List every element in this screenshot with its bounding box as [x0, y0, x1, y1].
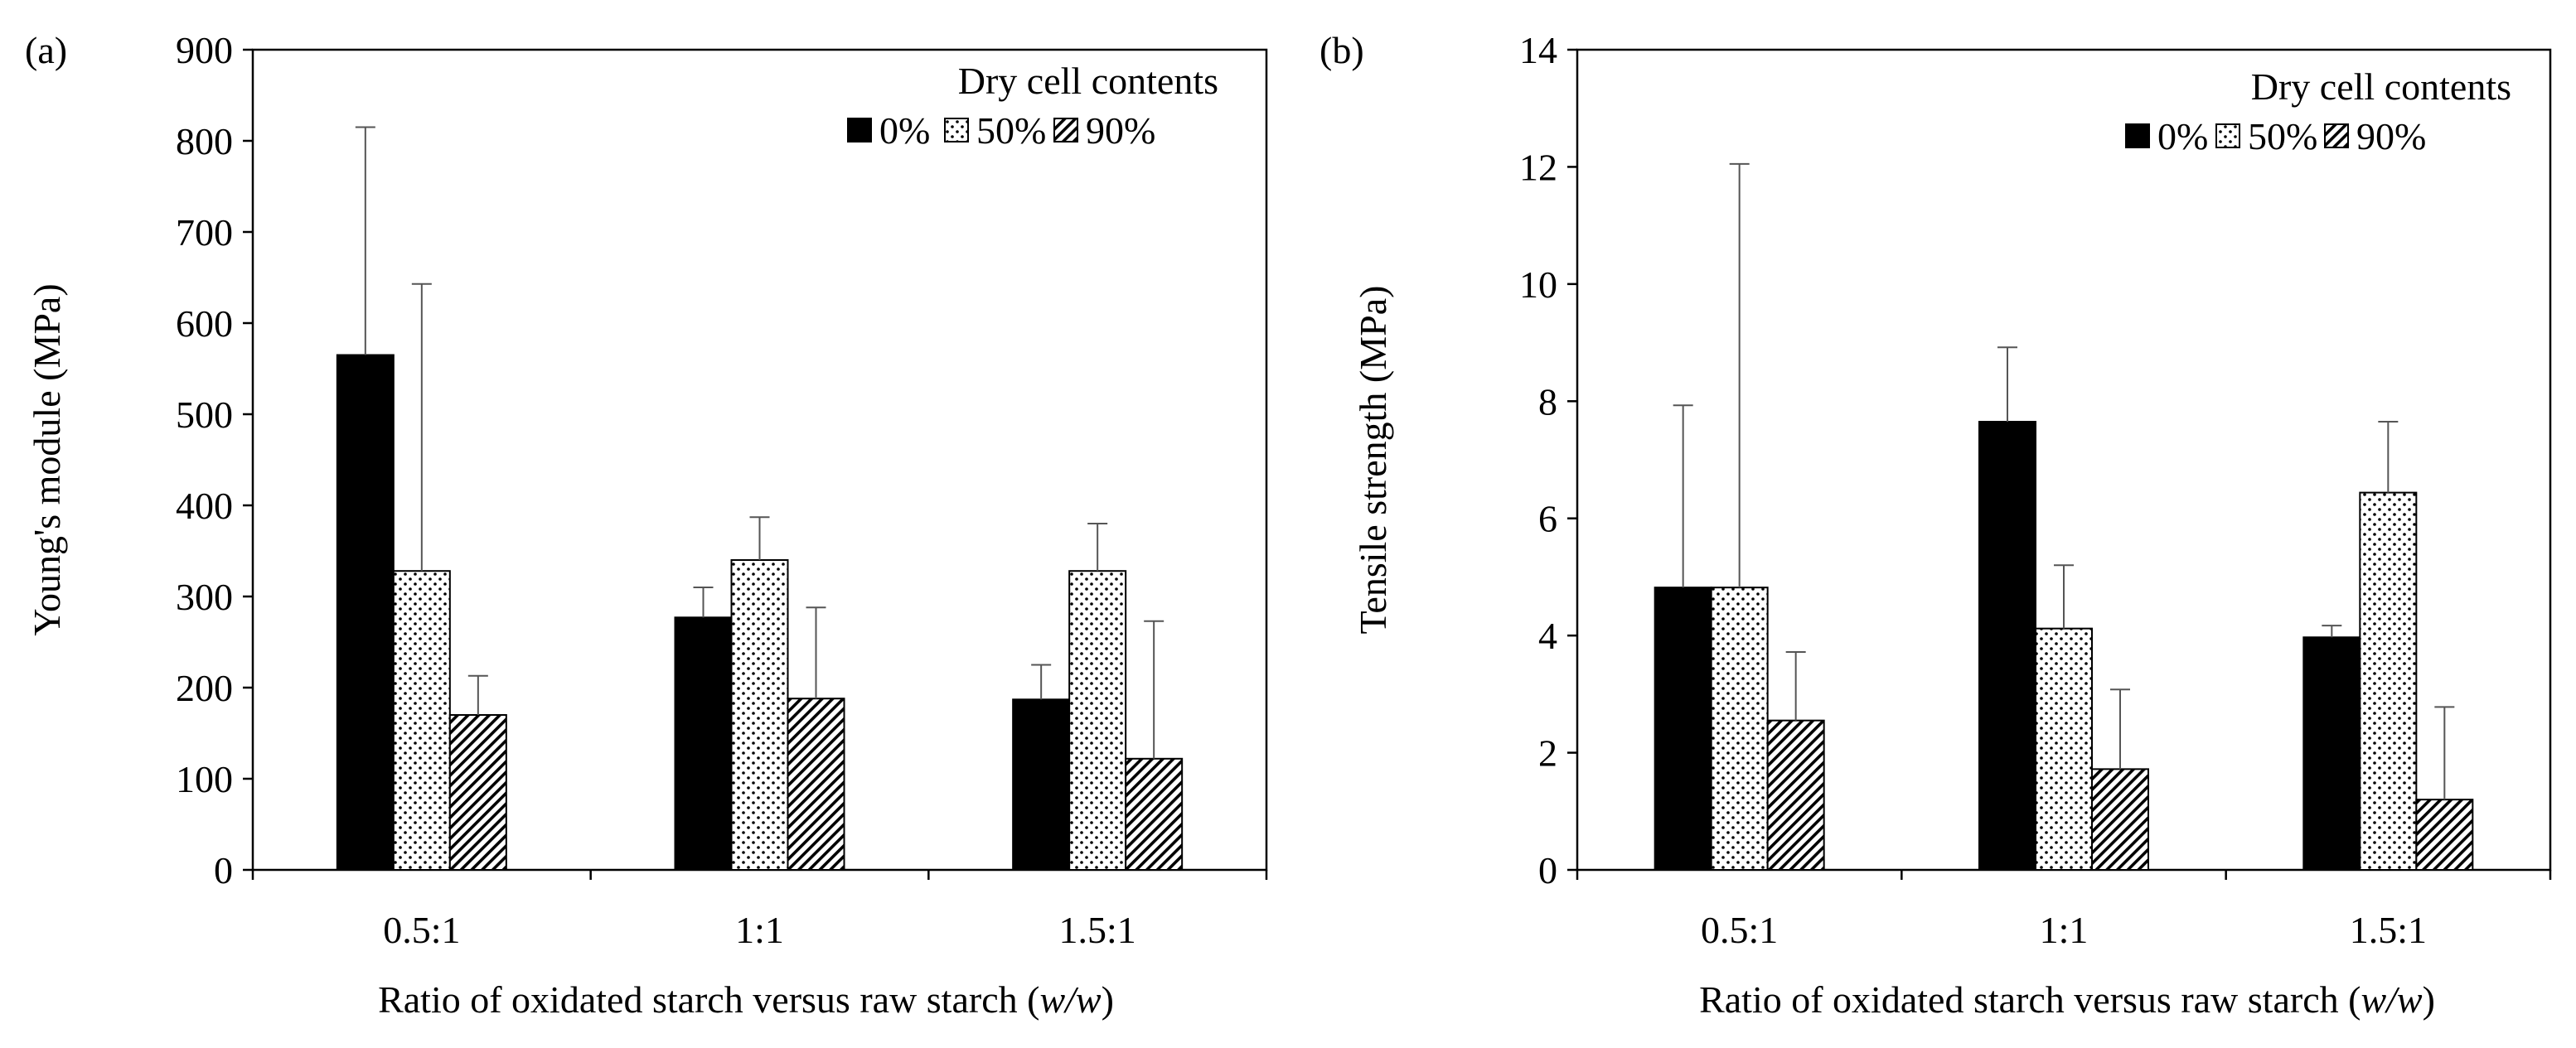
y-tick-label: 10 [1519, 263, 1557, 306]
bar-0pct-1.5-1 [2302, 636, 2361, 871]
x-axis-label-part: ) [1102, 978, 1114, 1021]
legend-swatch [847, 118, 872, 142]
y-tick-label: 300 [176, 576, 233, 618]
bar-90pct-1-1 [2091, 768, 2149, 871]
bar-0pct-0.5-1 [1654, 587, 1712, 872]
bar-0pct-1.5-1 [1012, 698, 1071, 871]
legend-swatch [1053, 118, 1078, 142]
bar-0pct-1-1 [1978, 421, 2036, 871]
y-tick-label: 800 [176, 120, 233, 162]
bar-50pct-0.5-1 [1710, 587, 1769, 872]
x-tick-label: 1:1 [735, 909, 784, 951]
x-axis-label-part: ) [2423, 978, 2435, 1021]
bar-90pct-1-1 [787, 698, 845, 872]
panel-label: (b) [1319, 29, 1364, 71]
legend-title: Dry cell contents [2251, 65, 2511, 108]
panel-b: (b) 0 2 4 6 8 10 12 14 0.5:1 1:1 1.5:1 Tensile stren… [1319, 29, 2552, 1021]
bar-50pct-1.5-1 [2359, 491, 2418, 871]
x-axis-label-part: w/w [1039, 978, 1101, 1021]
legend-swatch [2324, 123, 2349, 148]
bar-50pct-1-1 [2035, 627, 2093, 872]
bar-90pct-1.5-1 [2415, 799, 2474, 872]
y-tick-label: 8 [1538, 380, 1557, 423]
x-tick-label: 1.5:1 [2350, 909, 2427, 951]
legend-label: 50% [976, 109, 1046, 152]
legend-swatch [2215, 123, 2240, 148]
legend: Dry cell contents 0% 50% 90% [847, 60, 1218, 152]
y-tick-label: 14 [1519, 29, 1557, 71]
y-tick-label: 0 [214, 849, 233, 891]
x-tick-label: 1:1 [2040, 909, 2089, 951]
y-tick-label: 600 [176, 302, 233, 345]
y-tick-label: 0 [1538, 849, 1557, 891]
x-axis-label: Ratio of oxidated starch versus raw star… [1699, 978, 2435, 1021]
y-tick-label: 6 [1538, 498, 1557, 540]
x-axis-label-part: w/w [2361, 978, 2422, 1021]
bar-90pct-0.5-1 [1766, 719, 1825, 872]
x-tick-label: 1.5:1 [1059, 909, 1136, 951]
y-axis-label: Young's module (MPa) [26, 283, 68, 635]
x-axis-label-part: Ratio of oxidated starch versus raw star… [378, 978, 1039, 1021]
x-tick-label: 0.5:1 [1701, 909, 1778, 951]
legend-label: 0% [879, 109, 930, 152]
y-tick-label: 200 [176, 667, 233, 709]
y-tick-label: 700 [176, 211, 233, 254]
legend-swatch [944, 118, 969, 142]
legend-label: 0% [2157, 115, 2208, 157]
bar-50pct-1-1 [730, 559, 789, 871]
legend-label: 50% [2248, 115, 2317, 157]
bar-0pct-0.5-1 [336, 354, 395, 871]
y-tick-label: 4 [1538, 615, 1557, 657]
bar-90pct-1.5-1 [1125, 757, 1184, 871]
y-tick-label: 500 [176, 394, 233, 436]
y-tick-label: 100 [176, 758, 233, 800]
y-tick-label: 12 [1519, 146, 1557, 188]
legend-title: Dry cell contents [958, 60, 1218, 102]
y-tick-label: 2 [1538, 732, 1557, 775]
legend-label: 90% [1086, 109, 1155, 152]
panel-label: (a) [25, 29, 67, 71]
bar-0pct-1-1 [674, 616, 733, 871]
legend-swatch [2125, 123, 2150, 148]
x-axis-label: Ratio of oxidated starch versus raw star… [378, 978, 1114, 1021]
x-axis-label-part: Ratio of oxidated starch versus raw star… [1699, 978, 2361, 1021]
bar-50pct-1.5-1 [1068, 570, 1127, 871]
legend: Dry cell contents 0% 50% 90% [2125, 65, 2511, 157]
x-tick-label: 0.5:1 [383, 909, 460, 951]
y-tick-label: 400 [176, 485, 233, 527]
bar-90pct-0.5-1 [448, 714, 507, 871]
y-axis-label: Tensile strength (MPa) [1352, 286, 1394, 635]
y-tick-label: 900 [176, 29, 233, 71]
panel-a: (a) 0 100 200 300 400 500 600 700 800 900 0.5:1 1:1 1… [25, 29, 1268, 1021]
bar-50pct-0.5-1 [392, 570, 451, 871]
legend-label: 90% [2356, 115, 2426, 157]
